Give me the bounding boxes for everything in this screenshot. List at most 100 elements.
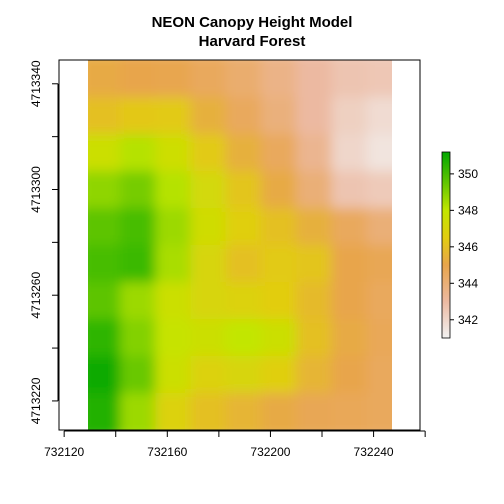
raster-cell bbox=[155, 319, 192, 357]
raster-cell bbox=[296, 97, 333, 135]
raster-cell bbox=[155, 208, 192, 246]
raster-cell bbox=[331, 282, 368, 320]
x-tick-label: 732160 bbox=[147, 445, 187, 459]
raster-cell bbox=[260, 171, 298, 209]
raster-cell bbox=[120, 245, 157, 283]
raster-cell bbox=[88, 356, 122, 394]
raster-cell bbox=[88, 134, 122, 172]
raster-cell bbox=[260, 356, 298, 394]
raster-cell bbox=[225, 208, 262, 246]
raster-cell bbox=[190, 134, 227, 172]
raster-cell bbox=[366, 393, 392, 430]
raster-cell bbox=[120, 134, 157, 172]
raster-cell bbox=[120, 282, 157, 320]
raster-cell bbox=[366, 134, 392, 172]
raster-cell bbox=[260, 245, 298, 283]
raster-cell bbox=[225, 171, 262, 209]
raster-cell bbox=[260, 393, 298, 430]
legend-tick-label: 344 bbox=[458, 276, 478, 290]
raster-cell bbox=[225, 356, 262, 394]
raster-cell bbox=[296, 134, 333, 172]
raster-cell bbox=[366, 319, 392, 357]
raster-cell bbox=[190, 245, 227, 283]
raster-cell bbox=[190, 60, 227, 98]
raster-cell bbox=[296, 245, 333, 283]
x-tick-label: 732200 bbox=[250, 445, 290, 459]
raster-cell bbox=[366, 171, 392, 209]
raster-cell bbox=[155, 134, 192, 172]
raster-cell bbox=[88, 282, 122, 320]
raster-cell bbox=[260, 208, 298, 246]
raster-cell bbox=[88, 245, 122, 283]
raster-cell bbox=[260, 134, 298, 172]
raster-cell bbox=[88, 60, 122, 98]
raster-cell bbox=[155, 60, 192, 98]
raster-cell bbox=[225, 60, 262, 98]
raster-cell bbox=[155, 171, 192, 209]
raster-cell bbox=[260, 282, 298, 320]
raster-cell bbox=[331, 97, 368, 135]
raster-cell bbox=[155, 393, 192, 430]
raster-cell bbox=[120, 208, 157, 246]
raster-cell bbox=[225, 245, 262, 283]
raster-cell bbox=[331, 171, 368, 209]
raster-cell bbox=[366, 97, 392, 135]
raster-cell bbox=[190, 97, 227, 135]
raster-cell bbox=[331, 134, 368, 172]
raster-cell bbox=[120, 97, 157, 135]
legend-tick-label: 348 bbox=[458, 203, 478, 217]
y-tick-label: 4713300 bbox=[29, 166, 43, 213]
raster-cell bbox=[260, 60, 298, 98]
raster-cell bbox=[331, 319, 368, 357]
raster-cell bbox=[296, 171, 333, 209]
raster-cell bbox=[190, 393, 227, 430]
x-axis: 732120 732160 732200 732240 bbox=[44, 430, 426, 459]
legend-color-bar bbox=[441, 151, 451, 339]
raster-cell bbox=[296, 393, 333, 430]
raster-cell bbox=[120, 393, 157, 430]
raster-cell bbox=[88, 319, 122, 357]
raster-cell bbox=[296, 282, 333, 320]
raster-cell bbox=[366, 208, 392, 246]
raster-cell bbox=[190, 208, 227, 246]
raster-cell bbox=[331, 208, 368, 246]
raster-cell bbox=[88, 171, 122, 209]
color-legend: 342 344 346 348 350 bbox=[441, 151, 478, 339]
raster-cell bbox=[225, 97, 262, 135]
raster-cell bbox=[88, 97, 122, 135]
raster-cell bbox=[331, 60, 368, 98]
raster-cell bbox=[260, 319, 298, 357]
raster-cell bbox=[331, 356, 368, 394]
y-tick-label: 4713340 bbox=[29, 60, 43, 107]
raster-cell bbox=[155, 245, 192, 283]
raster-cell bbox=[88, 208, 122, 246]
raster-cell bbox=[225, 282, 262, 320]
raster-cell bbox=[225, 134, 262, 172]
plot-frame bbox=[58, 59, 421, 431]
raster-heatmap bbox=[88, 60, 392, 430]
y-tick-label: 4713220 bbox=[29, 377, 43, 424]
raster-cell bbox=[155, 97, 192, 135]
raster-cell bbox=[366, 356, 392, 394]
chart-subtitle: Harvard Forest bbox=[199, 33, 306, 50]
raster-cell bbox=[190, 282, 227, 320]
raster-cell bbox=[120, 171, 157, 209]
raster-cell bbox=[190, 171, 227, 209]
raster-cell bbox=[190, 356, 227, 394]
y-axis: 4713220 4713260 4713300 4713340 bbox=[29, 60, 59, 424]
raster-cell bbox=[120, 319, 157, 357]
y-tick-label: 4713260 bbox=[29, 272, 43, 319]
chart-title: NEON Canopy Height Model bbox=[152, 14, 353, 31]
legend-tick-label: 346 bbox=[458, 240, 478, 254]
raster-cell bbox=[296, 208, 333, 246]
raster-cell bbox=[88, 393, 122, 430]
raster-cell bbox=[120, 356, 157, 394]
raster-cell bbox=[296, 319, 333, 357]
raster-cell bbox=[366, 60, 392, 98]
raster-cell bbox=[190, 319, 227, 357]
raster-cell bbox=[366, 245, 392, 283]
raster-cell bbox=[366, 282, 392, 320]
raster-cell bbox=[155, 356, 192, 394]
legend-tick-label: 350 bbox=[458, 167, 478, 181]
raster-cell bbox=[225, 319, 262, 357]
